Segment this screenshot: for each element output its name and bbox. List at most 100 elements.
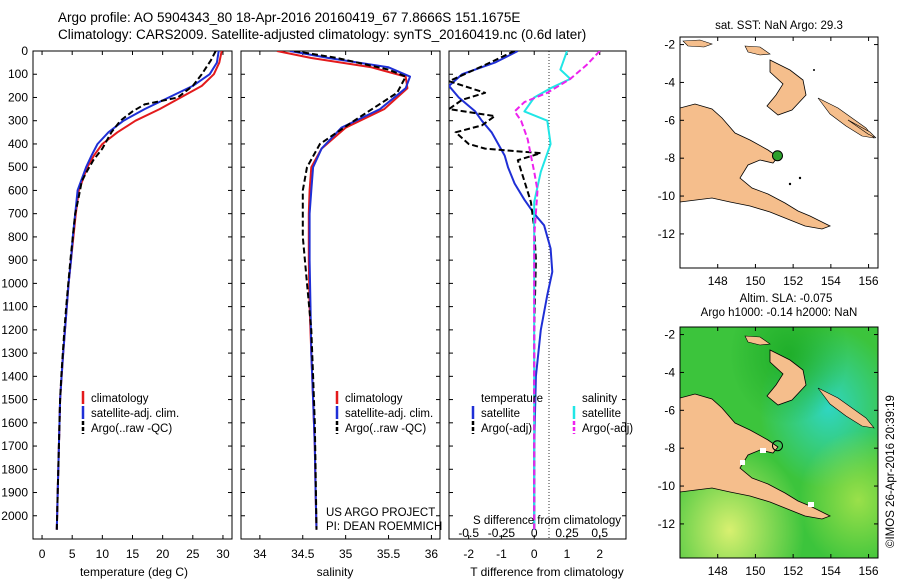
temperature-xlabel: temperature (deg C) xyxy=(80,565,188,579)
temperature-xtick-label: 10 xyxy=(96,547,110,561)
difference-frame xyxy=(448,50,627,540)
sla-map-title1: Altim. SLA: -0.075 xyxy=(740,293,833,305)
depth-tick-label: 800 xyxy=(8,230,28,244)
map-lat-label: -10 xyxy=(658,479,676,493)
temperature-legend: climatology satellite-adj. clim. Argo(..… xyxy=(81,391,179,435)
map-lat-label: -6 xyxy=(664,113,675,127)
sla-map-title2: Argo h1000: -0.14 h2000: NaN xyxy=(701,307,858,319)
legend-label-climatology: climatology xyxy=(345,393,403,405)
legend-label-argo: Argo(..raw -QC) xyxy=(345,423,426,435)
islet xyxy=(788,182,792,186)
difference-panel: -2 -1 0 1 2 -0.5 -0.25 0 0.25 0.5 S difference fr… xyxy=(448,50,633,579)
depth-tick-label: 0 xyxy=(21,44,28,58)
new-guinea-land xyxy=(680,103,831,230)
salinity-series-argo-raw-qc- xyxy=(294,51,407,530)
argo-position-marker xyxy=(771,440,783,452)
sst-map-title: sat. SST: NaN Argo: 29.3 xyxy=(715,20,843,32)
depth-tick-label: 500 xyxy=(8,160,28,174)
sla-map-frame xyxy=(679,326,879,559)
depth-tick-label: 1300 xyxy=(1,346,28,360)
map-lon-label: 150 xyxy=(745,564,765,578)
legend-label-temp-argo: Argo(-adj) xyxy=(481,423,532,435)
sdiff-tick-label: 0 xyxy=(531,526,538,540)
depth-tick-label: 600 xyxy=(8,183,28,197)
map-lat-label: -12 xyxy=(658,227,676,241)
legend-label-argo: Argo(..raw -QC) xyxy=(91,423,172,435)
depth-axis: 0 100 200 300 400 500 600 700 800 900 1000 1100 1200… xyxy=(1,44,28,523)
sst-map-frame xyxy=(679,36,879,269)
map-lon-label: 152 xyxy=(783,564,803,578)
map-lat-label: -2 xyxy=(664,328,675,342)
map-lon-label: 152 xyxy=(783,274,803,288)
salinity-series-satellite-adj-clim- xyxy=(289,51,411,530)
salinity-legend: climatology satellite-adj. clim. Argo(..… xyxy=(335,391,433,435)
missing-data-cell xyxy=(740,460,745,465)
map-lat-label: -6 xyxy=(664,403,675,417)
island-land xyxy=(744,335,771,346)
difference-xtick-label: 2 xyxy=(596,547,603,561)
island-land xyxy=(744,45,771,56)
temperature-xtick-label: 0 xyxy=(39,547,46,561)
depth-tick-label: 900 xyxy=(8,253,28,267)
legend-label-temp-satellite: satellite xyxy=(481,408,520,420)
depth-tick-label: 1200 xyxy=(1,323,28,337)
temperature-xtick-label: 20 xyxy=(156,547,170,561)
salinity-frame xyxy=(240,50,441,540)
difference-xtick-label: 1 xyxy=(564,547,571,561)
island-land xyxy=(682,39,713,48)
islet xyxy=(663,71,665,73)
map-lon-label: 154 xyxy=(821,564,841,578)
depth-tick-label: 200 xyxy=(8,90,28,104)
map-lat-label: -8 xyxy=(664,151,675,165)
difference-series-temperature-argo-adj- xyxy=(449,51,542,530)
depth-tick-label: 1400 xyxy=(1,369,28,383)
temperature-xtick-label: 15 xyxy=(126,547,140,561)
new-britain-land xyxy=(766,59,807,116)
difference-series-salinity-argo-adj- xyxy=(513,51,601,530)
map-lat-label: -10 xyxy=(658,189,676,203)
credit-pi: PI: DEAN ROEMMICH xyxy=(326,521,442,533)
island-land xyxy=(847,119,877,139)
difference-series-temperature-satellite xyxy=(449,51,554,530)
depth-tick-label: 1800 xyxy=(1,462,28,476)
legend-label-satellite: satellite-adj. clim. xyxy=(91,408,179,420)
sst-map-land xyxy=(663,39,877,230)
salinity-xtick-label: 36 xyxy=(425,547,439,561)
map-lon-label: 156 xyxy=(859,274,879,288)
salinity-xtick-label: 35.5 xyxy=(377,547,401,561)
map-lat-label: -2 xyxy=(664,38,675,52)
salinity-xtick-label: 34.5 xyxy=(291,547,315,561)
island-land xyxy=(817,387,875,429)
salinity-series-climatology xyxy=(276,51,409,530)
depth-tick-label: 100 xyxy=(8,67,28,81)
sst-map: sat. SST: NaN Argo: 29.3 148 150 152 154 156… xyxy=(658,20,879,288)
map-lon-label: 150 xyxy=(745,274,765,288)
depth-tick-label: 300 xyxy=(8,114,28,128)
difference-xtick-label: -1 xyxy=(496,547,507,561)
depth-tick-label: 1900 xyxy=(1,486,28,500)
depth-tick-label: 700 xyxy=(8,207,28,221)
difference-legend: temperature satellite Argo(-adj) salinit… xyxy=(471,393,633,435)
temperature-xtick-label: 5 xyxy=(69,547,76,561)
islet xyxy=(798,176,802,180)
salinity-xlabel: salinity xyxy=(317,565,354,579)
missing-data-cell xyxy=(760,448,766,453)
missing-data-cell xyxy=(808,502,814,507)
map-lat-label: -4 xyxy=(664,365,675,379)
salinity-xtick-label: 34 xyxy=(253,547,267,561)
islet xyxy=(813,69,815,71)
temperature-series-climatology xyxy=(55,51,223,530)
temperature-series-argo-raw-qc- xyxy=(55,51,217,530)
credit-project: US ARGO PROJECT xyxy=(326,507,435,519)
new-britain-land xyxy=(766,349,807,406)
temperature-panel: 0 5 10 15 20 25 30 temperature (deg C) climato… xyxy=(32,50,233,579)
depth-tick-label: 2000 xyxy=(1,509,28,523)
sla-map: Altim. SLA: -0.075 Argo h1000: -0.14 h20… xyxy=(658,293,879,578)
map-lat-label: -4 xyxy=(664,75,675,89)
sdiff-tick-label: -0.25 xyxy=(488,526,516,540)
legend-title-temperature: temperature xyxy=(481,393,543,405)
depth-tick-label: 1600 xyxy=(1,416,28,430)
difference-xtick-label: 0 xyxy=(531,547,538,561)
temperature-frame xyxy=(32,50,233,540)
